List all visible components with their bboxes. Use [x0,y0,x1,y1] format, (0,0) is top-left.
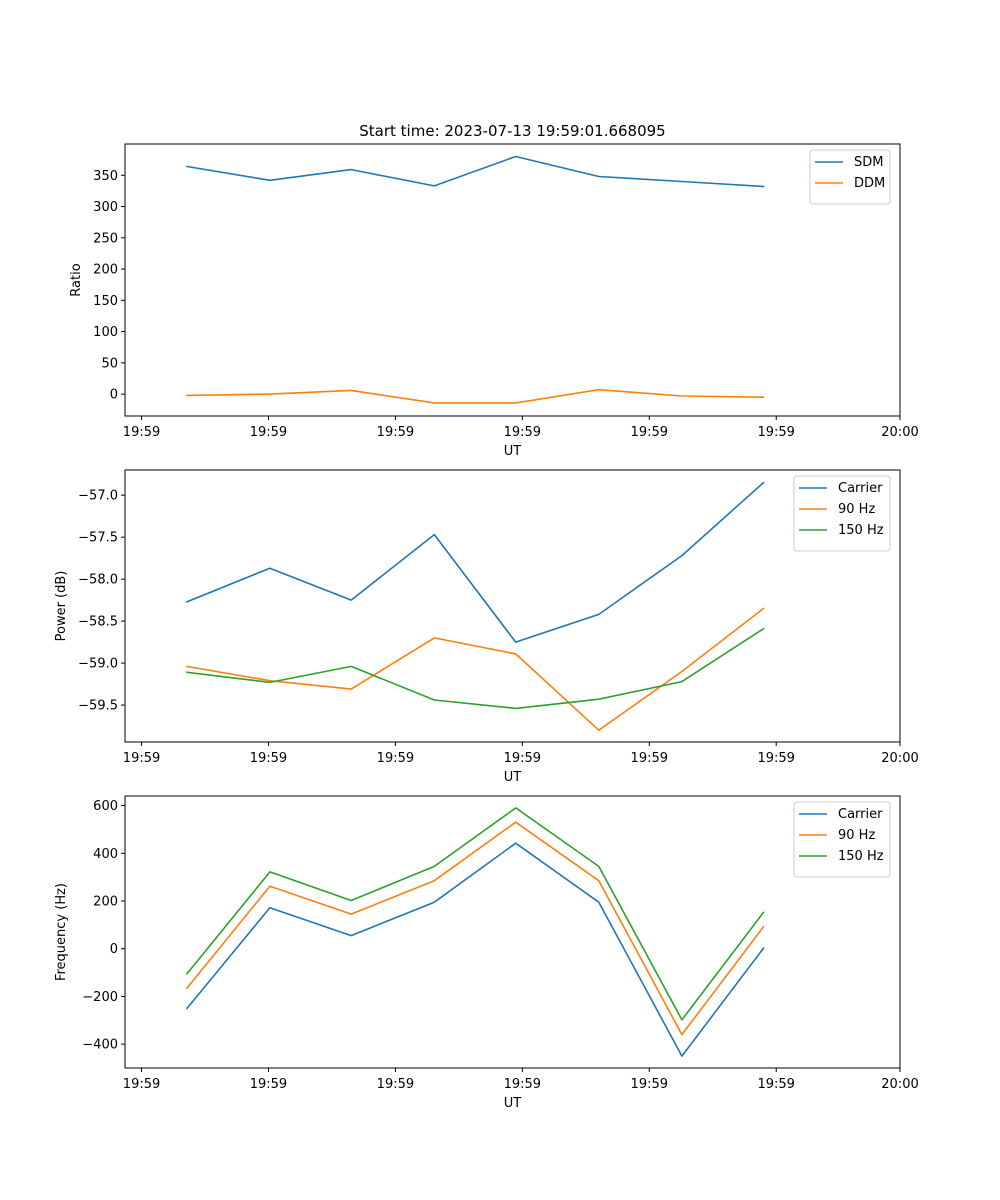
x-tick-label: 19:59 [757,751,794,766]
series-line-150-hz [186,627,765,710]
x-tick-label: 20:00 [881,425,918,440]
series-line-90-hz [185,821,765,1036]
x-tick-label: 19:59 [504,425,541,440]
x-tick-label: 19:59 [631,1077,668,1092]
x-tick-label: 20:00 [881,1077,918,1092]
legend: SDM DDM [809,149,891,205]
legend-label: SDM [854,155,883,170]
legend-box [793,475,891,552]
legend-label: 150 Hz [838,523,884,538]
x-tick-label: 19:59 [250,1077,287,1092]
panel-2: −59.5 −59.0 −58.5 −58.0 −57.5 −57.0 19:59 19:59… [54,469,919,785]
axes-frame [124,469,901,743]
x-axis-label: UT [504,1096,522,1111]
x-tick-label: 19:59 [123,751,160,766]
y-tick-label: 600 [93,799,118,814]
x-tick-label: 19:59 [123,1077,160,1092]
y-tick-label: 100 [93,325,118,340]
y-tick-label: 0 [110,388,118,403]
y-tick-label: −200 [82,990,118,1005]
x-tick-label: 19:59 [123,425,160,440]
x-tick-label: 19:59 [377,425,414,440]
y-tick-label: 50 [101,356,118,371]
y-tick-label: 400 [93,847,118,862]
axes-frame [124,143,901,417]
legend-label: 90 Hz [838,502,875,517]
axes-frame [124,795,901,1069]
series-line-90-hz [186,607,765,732]
x-tick-label: 19:59 [504,751,541,766]
y-axis-label: Ratio [69,263,84,296]
y-tick-label: 0 [110,942,118,957]
y-axis-label: Power (dB) [54,571,69,642]
legend-label: 150 Hz [838,849,884,864]
y-tick-label: −57.0 [78,489,118,504]
x-tick-label: 19:59 [631,751,668,766]
series-line-150-hz [185,807,765,1021]
legend-label: Carrier [838,807,883,822]
y-tick-label: −59.0 [78,657,118,672]
chart-title: Start time: 2023-07-13 19:59:01.668095 [359,122,665,140]
x-tick-label: 19:59 [757,425,794,440]
y-axis-label: Frequency (Hz) [54,883,69,981]
x-tick-label: 19:59 [250,751,287,766]
legend: Carrier 90 Hz 150 Hz [793,801,891,878]
x-axis-label: UT [504,444,522,459]
series-line-carrier [185,842,765,1057]
y-tick-label: 300 [93,200,118,215]
legend-box [809,149,891,205]
y-tick-label: −57.5 [78,531,118,546]
legend-box [793,801,891,878]
y-tick-label: 150 [93,294,118,309]
x-tick-label: 19:59 [504,1077,541,1092]
panel-1: Start time: 2023-07-13 19:59:01.668095 0 5… [69,122,919,459]
y-tick-label: 350 [93,169,118,184]
y-tick-label: −58.5 [78,615,118,630]
x-tick-label: 19:59 [377,1077,414,1092]
x-tick-label: 19:59 [250,425,287,440]
x-tick-label: 19:59 [631,425,668,440]
legend-label: 90 Hz [838,828,875,843]
y-tick-label: −59.5 [78,699,118,714]
y-tick-label: −400 [82,1038,118,1053]
panel-3: −400 −200 0 200 400 600 19:59 19:59 19:59 19:59 19… [54,795,919,1111]
series-line-ddm [186,388,765,404]
y-tick-label: 250 [93,231,118,246]
x-axis-label: UT [504,770,522,785]
series-line-carrier [185,481,765,643]
y-tick-label: 200 [93,263,118,278]
series-line-sdm [186,155,765,188]
x-tick-label: 19:59 [377,751,414,766]
legend-label: DDM [854,176,885,191]
legend-label: Carrier [838,481,883,496]
x-tick-label: 20:00 [881,751,918,766]
y-tick-label: −58.0 [78,573,118,588]
x-tick-label: 19:59 [757,1077,794,1092]
y-tick-label: 200 [93,894,118,909]
legend: Carrier 90 Hz 150 Hz [793,475,891,552]
